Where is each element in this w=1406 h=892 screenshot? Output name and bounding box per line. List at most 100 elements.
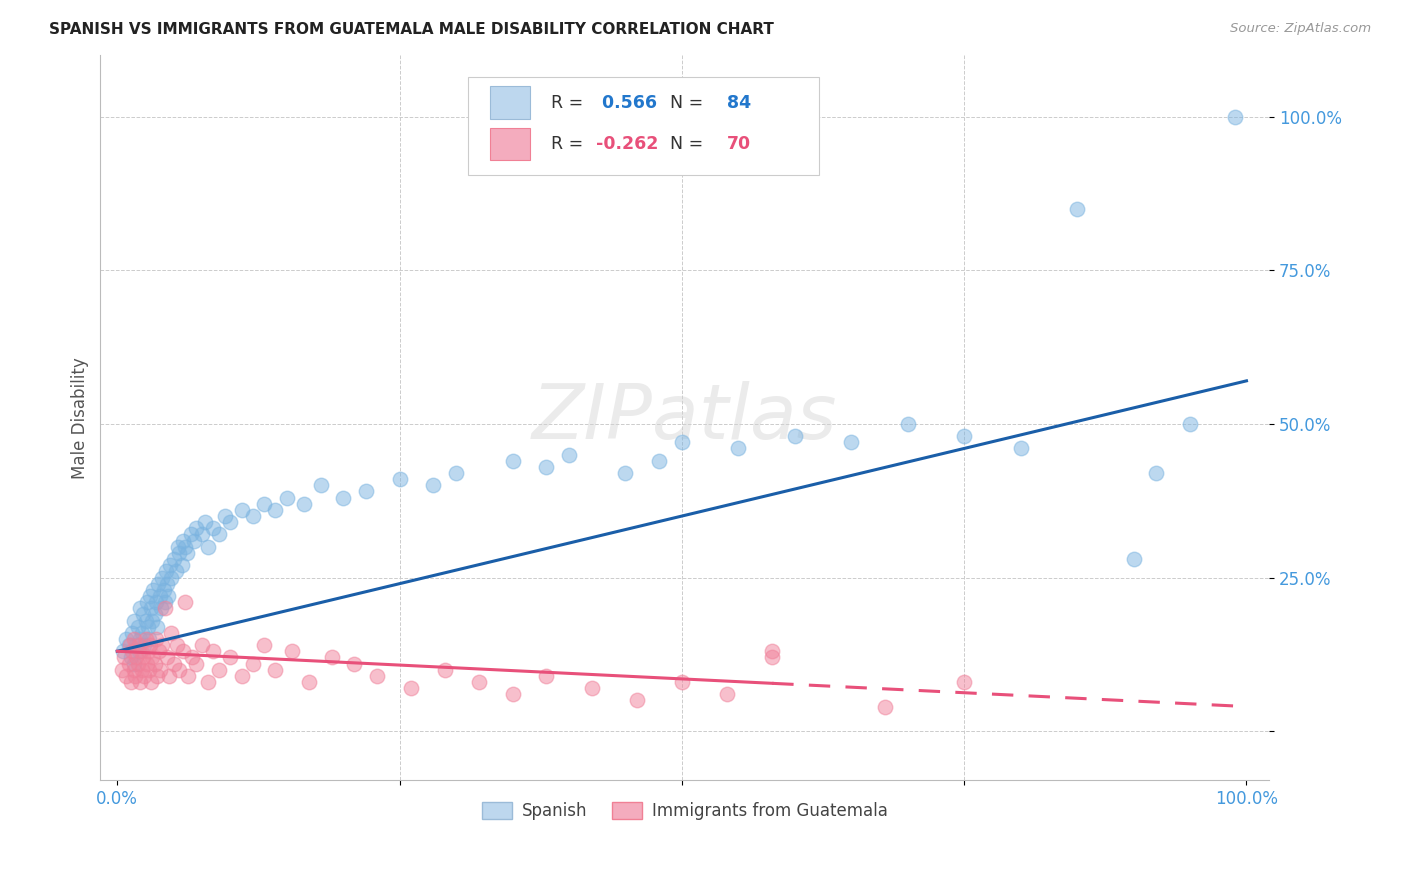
Point bbox=[125, 650, 148, 665]
Point bbox=[309, 478, 332, 492]
Point bbox=[127, 620, 149, 634]
FancyBboxPatch shape bbox=[468, 77, 820, 175]
Point bbox=[191, 527, 214, 541]
Legend: Spanish, Immigrants from Guatemala: Spanish, Immigrants from Guatemala bbox=[475, 795, 894, 826]
Point bbox=[139, 589, 162, 603]
Point bbox=[156, 650, 179, 665]
Point bbox=[139, 638, 162, 652]
Point bbox=[264, 663, 287, 677]
Point bbox=[128, 632, 150, 646]
Point bbox=[298, 675, 321, 690]
Point bbox=[136, 620, 159, 634]
Point bbox=[167, 540, 190, 554]
Point bbox=[170, 558, 193, 573]
Point bbox=[121, 644, 143, 658]
Point bbox=[122, 632, 145, 646]
Point bbox=[502, 687, 524, 701]
Text: -0.262: -0.262 bbox=[596, 135, 658, 153]
Point bbox=[125, 638, 148, 652]
Point bbox=[166, 638, 188, 652]
Point bbox=[165, 565, 187, 579]
Text: SPANISH VS IMMIGRANTS FROM GUATEMALA MALE DISABILITY CORRELATION CHART: SPANISH VS IMMIGRANTS FROM GUATEMALA MAL… bbox=[49, 22, 775, 37]
Point bbox=[648, 454, 671, 468]
Point bbox=[194, 515, 217, 529]
Text: N =: N = bbox=[659, 135, 709, 153]
Point bbox=[141, 614, 163, 628]
Point bbox=[141, 675, 163, 690]
Point bbox=[160, 570, 183, 584]
Point bbox=[716, 687, 738, 701]
Point bbox=[163, 552, 186, 566]
Point bbox=[112, 650, 135, 665]
Point bbox=[172, 533, 194, 548]
Point bbox=[219, 650, 242, 665]
Text: 84: 84 bbox=[727, 94, 751, 112]
Point bbox=[253, 497, 276, 511]
Point bbox=[366, 669, 388, 683]
Point bbox=[399, 681, 422, 695]
Point bbox=[121, 625, 143, 640]
Point bbox=[128, 675, 150, 690]
Point bbox=[614, 466, 637, 480]
Point bbox=[134, 632, 156, 646]
Point bbox=[127, 657, 149, 671]
Point bbox=[163, 657, 186, 671]
Point bbox=[135, 595, 157, 609]
Point bbox=[124, 669, 146, 683]
Point bbox=[354, 484, 377, 499]
Text: 70: 70 bbox=[727, 135, 751, 153]
Point bbox=[343, 657, 366, 671]
Point bbox=[122, 614, 145, 628]
Point bbox=[138, 632, 160, 646]
Point bbox=[131, 625, 153, 640]
Point bbox=[671, 435, 693, 450]
Point bbox=[132, 650, 155, 665]
Point bbox=[208, 663, 231, 677]
Point bbox=[433, 663, 456, 677]
Point bbox=[332, 491, 354, 505]
Point bbox=[159, 558, 181, 573]
Point bbox=[118, 638, 141, 652]
Point bbox=[117, 657, 139, 671]
Point bbox=[111, 663, 134, 677]
Point bbox=[174, 540, 197, 554]
Point bbox=[155, 565, 177, 579]
Point bbox=[321, 650, 343, 665]
Point bbox=[1010, 442, 1032, 456]
Point bbox=[149, 589, 172, 603]
Point bbox=[120, 675, 142, 690]
Point bbox=[115, 632, 138, 646]
Point bbox=[242, 657, 264, 671]
Point bbox=[156, 576, 179, 591]
Point bbox=[132, 607, 155, 622]
Text: 0.566: 0.566 bbox=[596, 94, 657, 112]
FancyBboxPatch shape bbox=[489, 128, 530, 161]
Point bbox=[169, 663, 191, 677]
Text: R =: R = bbox=[551, 135, 589, 153]
Point bbox=[146, 669, 169, 683]
Point bbox=[191, 638, 214, 652]
Point bbox=[281, 644, 304, 658]
Point bbox=[502, 454, 524, 468]
Point bbox=[1144, 466, 1167, 480]
Point bbox=[388, 472, 411, 486]
Point bbox=[1066, 202, 1088, 216]
Point bbox=[839, 435, 862, 450]
Point bbox=[727, 442, 749, 456]
Point bbox=[875, 699, 897, 714]
Point bbox=[145, 595, 167, 609]
Point bbox=[953, 429, 976, 443]
Point bbox=[671, 675, 693, 690]
Point bbox=[202, 644, 225, 658]
Point bbox=[180, 527, 202, 541]
FancyBboxPatch shape bbox=[489, 87, 530, 119]
Point bbox=[581, 681, 603, 695]
Point bbox=[761, 644, 783, 658]
Point bbox=[135, 657, 157, 671]
Point bbox=[626, 693, 648, 707]
Point bbox=[143, 607, 166, 622]
Point bbox=[153, 601, 176, 615]
Point bbox=[197, 675, 219, 690]
Point bbox=[953, 675, 976, 690]
Point bbox=[208, 527, 231, 541]
